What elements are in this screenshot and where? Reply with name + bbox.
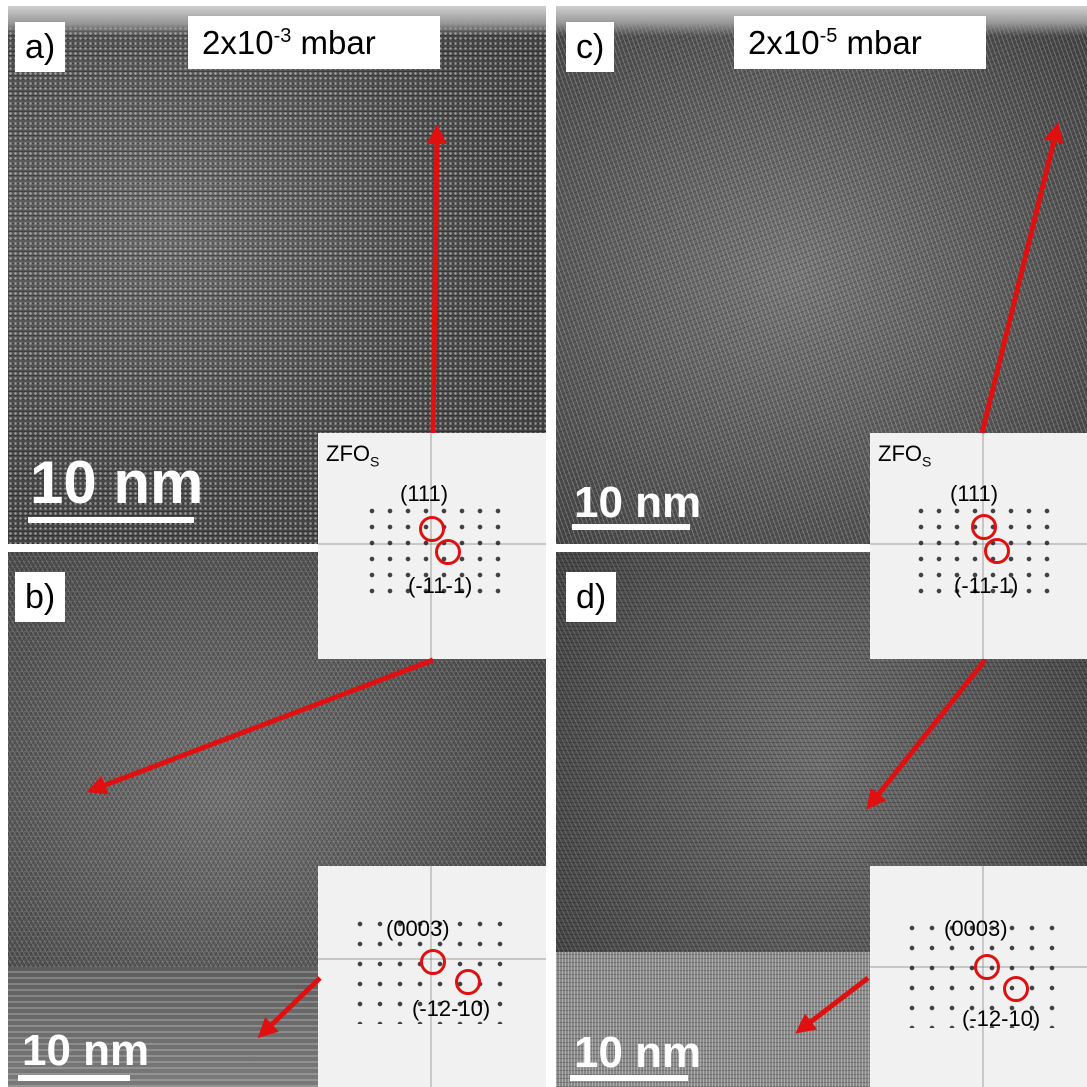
panel-a-image <box>8 6 546 544</box>
fft-ring-2 <box>455 969 481 995</box>
phase-subscript: S <box>370 453 380 470</box>
phase-name: ZFO <box>878 441 922 466</box>
fft-spot-label-1: (0003) <box>386 916 450 941</box>
fft-phase-label: ZFOS <box>326 441 379 469</box>
fft-spot-label-1: (0003) <box>944 916 1008 941</box>
scale-bar-d <box>570 1075 688 1081</box>
scale-bar-a <box>28 517 194 523</box>
fft-spot-label-2: (-12-10) <box>962 1006 1041 1031</box>
fft-phase-label: ZFOS <box>878 441 931 469</box>
scale-bar-c <box>572 524 690 530</box>
pressure-base: 2x10 <box>202 24 274 61</box>
arrow-b-substrate-direction <box>257 976 322 1039</box>
scale-bar-label-d: 10 nm <box>574 1028 702 1077</box>
scale-bar-b <box>18 1075 130 1081</box>
scale-bar-label-c: 10 nm <box>574 478 702 527</box>
fft-ring-1 <box>419 516 445 542</box>
fft-ring-1 <box>971 514 997 540</box>
fft-inset-right-bottom: (0003) (-12-10) <box>870 866 1087 1087</box>
scale-bar-label-b: 10 nm <box>22 1026 150 1075</box>
fft-inset-left-top: ZFOS (111) (-11-1) <box>318 433 546 659</box>
fft-inset-right-top: ZFOS (111) (-11-1) <box>870 433 1087 659</box>
fft-ring-1 <box>974 954 1000 980</box>
panel-label-a: a) <box>15 22 66 72</box>
arrow-d-direction <box>866 658 987 810</box>
fft-ring-1 <box>420 949 446 975</box>
fft-ring-2 <box>984 538 1010 564</box>
fft-spot-label-2: (-11-1) <box>954 573 1019 598</box>
arrow-a-growth-direction <box>426 124 447 434</box>
panel-label-d: d) <box>566 572 617 622</box>
panel-label-b: b) <box>15 572 66 622</box>
pressure-unit: mbar <box>291 24 376 61</box>
fft-ring-2 <box>1003 976 1029 1002</box>
arrow-b-direction <box>86 657 434 795</box>
pressure-label-a: 2x10-3 mbar <box>188 16 440 69</box>
fft-spot-label-2: (-12-10) <box>412 996 491 1021</box>
arrow-d-substrate-direction <box>795 976 870 1034</box>
fft-spot-label-1: (111) <box>950 481 999 506</box>
pressure-label-c: 2x10-5 mbar <box>734 16 986 69</box>
fft-spot-label-2: (-11-1) <box>408 573 473 598</box>
scale-bar-label-a: 10 nm <box>30 449 204 516</box>
pressure-base: 2x10 <box>748 24 820 61</box>
panel-label-c: c) <box>566 22 615 72</box>
fft-ring-2 <box>435 539 461 565</box>
phase-name: ZFO <box>326 441 370 466</box>
phase-subscript: S <box>922 453 932 470</box>
pressure-exponent: -3 <box>273 25 292 47</box>
pressure-exponent: -5 <box>819 25 838 47</box>
fft-spot-label-1: (111) <box>400 481 449 506</box>
fft-inset-left-bottom: (0003) (-12-10) <box>318 866 546 1087</box>
arrow-c-growth-direction <box>979 122 1064 434</box>
pressure-unit: mbar <box>837 24 922 61</box>
